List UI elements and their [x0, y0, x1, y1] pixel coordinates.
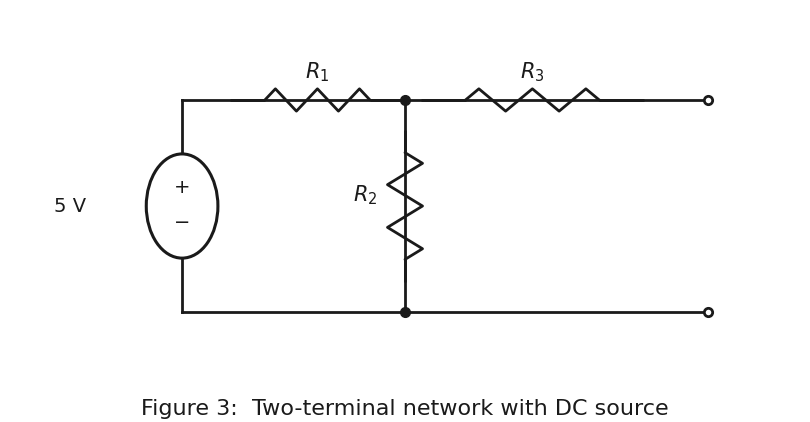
Text: $R_1$: $R_1$	[305, 60, 330, 84]
Text: $R_3$: $R_3$	[520, 60, 544, 84]
Text: −: −	[174, 213, 190, 232]
Text: Figure 3:  Two-terminal network with DC source: Figure 3: Two-terminal network with DC s…	[141, 399, 669, 419]
Text: $R_2$: $R_2$	[353, 183, 377, 207]
Text: +: +	[174, 178, 190, 197]
Ellipse shape	[147, 154, 218, 258]
Text: 5 V: 5 V	[54, 197, 87, 216]
